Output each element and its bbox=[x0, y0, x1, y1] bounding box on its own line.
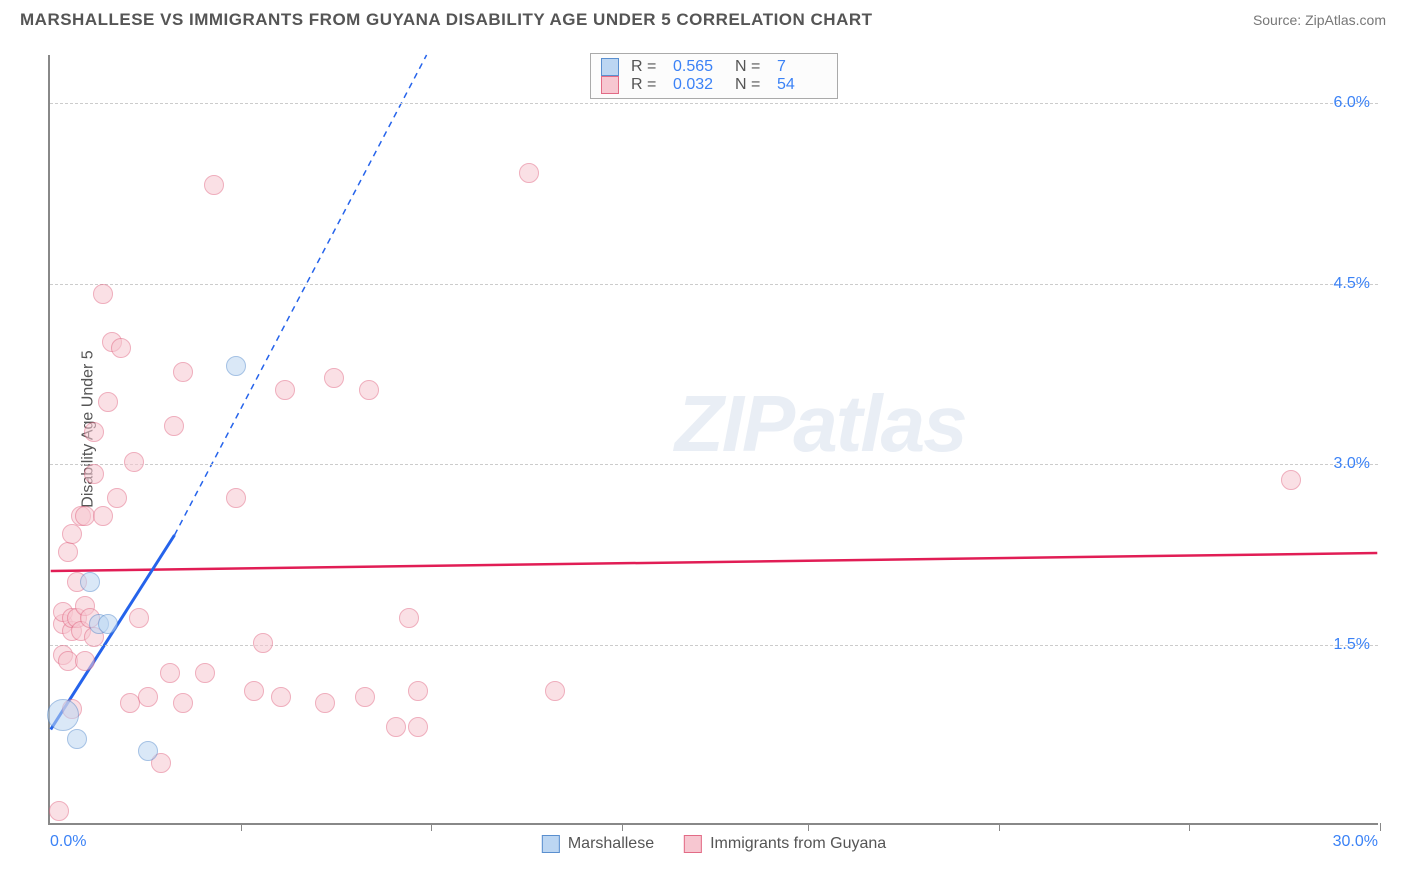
y-tick-label: 6.0% bbox=[1334, 94, 1370, 112]
legend-item-blue: Marshallese bbox=[542, 835, 654, 853]
x-tick-min: 0.0% bbox=[50, 833, 86, 851]
series-legend: Marshallese Immigrants from Guyana bbox=[542, 835, 886, 853]
pink-point bbox=[107, 488, 127, 508]
pink-point bbox=[315, 693, 335, 713]
legend-label-pink: Immigrants from Guyana bbox=[710, 835, 886, 853]
pink-swatch-icon bbox=[684, 835, 702, 853]
y-tick-label: 4.5% bbox=[1334, 275, 1370, 293]
blue-point bbox=[226, 356, 246, 376]
blue-point bbox=[47, 699, 79, 731]
y-tick-label: 1.5% bbox=[1334, 636, 1370, 654]
gridline-h bbox=[50, 284, 1378, 285]
blue-point bbox=[98, 614, 118, 634]
pink-point bbox=[386, 717, 406, 737]
pink-point bbox=[408, 681, 428, 701]
pink-point bbox=[1281, 470, 1301, 490]
pink-point bbox=[164, 416, 184, 436]
legend-item-pink: Immigrants from Guyana bbox=[684, 835, 886, 853]
stats-legend: R = 0.565 N = 7 R = 0.032 N = 54 bbox=[590, 53, 838, 99]
pink-point bbox=[195, 663, 215, 683]
pink-point bbox=[93, 506, 113, 526]
blue-point bbox=[67, 729, 87, 749]
pink-point bbox=[75, 651, 95, 671]
gridline-h bbox=[50, 464, 1378, 465]
pink-point bbox=[173, 362, 193, 382]
pink-point bbox=[138, 687, 158, 707]
r-value-pink: 0.032 bbox=[673, 76, 723, 94]
blue-swatch-icon bbox=[542, 835, 560, 853]
regression-lines bbox=[50, 55, 1378, 823]
n-value-blue: 7 bbox=[777, 58, 827, 76]
x-tick-mark bbox=[431, 823, 432, 831]
x-tick-mark bbox=[808, 823, 809, 831]
pink-point bbox=[545, 681, 565, 701]
x-tick-mark bbox=[622, 823, 623, 831]
pink-point bbox=[111, 338, 131, 358]
pink-point bbox=[324, 368, 344, 388]
pink-point bbox=[275, 380, 295, 400]
pink-point bbox=[98, 392, 118, 412]
stats-row-blue: R = 0.565 N = 7 bbox=[601, 58, 827, 76]
pink-point bbox=[129, 608, 149, 628]
x-tick-mark bbox=[1380, 823, 1381, 831]
pink-point bbox=[160, 663, 180, 683]
x-tick-mark bbox=[1189, 823, 1190, 831]
pink-point bbox=[62, 524, 82, 544]
chart-source: Source: ZipAtlas.com bbox=[1253, 12, 1386, 28]
blue-swatch-icon bbox=[601, 58, 619, 76]
x-tick-max: 30.0% bbox=[1333, 833, 1378, 851]
chart-header: MARSHALLESE VS IMMIGRANTS FROM GUYANA DI… bbox=[0, 0, 1406, 30]
pink-point bbox=[84, 422, 104, 442]
pink-point bbox=[244, 681, 264, 701]
pink-point bbox=[408, 717, 428, 737]
stats-row-pink: R = 0.032 N = 54 bbox=[601, 76, 827, 94]
chart-title: MARSHALLESE VS IMMIGRANTS FROM GUYANA DI… bbox=[20, 10, 873, 30]
watermark: ZIPatlas bbox=[675, 378, 966, 470]
pink-point bbox=[93, 284, 113, 304]
legend-label-blue: Marshallese bbox=[568, 835, 654, 853]
r-label: R = bbox=[631, 58, 661, 76]
n-label: N = bbox=[735, 76, 765, 94]
pink-point bbox=[173, 693, 193, 713]
pink-point bbox=[271, 687, 291, 707]
pink-point bbox=[49, 801, 69, 821]
gridline-h bbox=[50, 645, 1378, 646]
pink-point bbox=[226, 488, 246, 508]
pink-point bbox=[355, 687, 375, 707]
pink-point bbox=[359, 380, 379, 400]
x-tick-mark bbox=[241, 823, 242, 831]
x-tick-mark bbox=[999, 823, 1000, 831]
pink-point bbox=[84, 464, 104, 484]
r-value-blue: 0.565 bbox=[673, 58, 723, 76]
y-tick-label: 3.0% bbox=[1334, 455, 1370, 473]
blue-point bbox=[138, 741, 158, 761]
blue-point bbox=[80, 572, 100, 592]
r-label: R = bbox=[631, 76, 661, 94]
pink-point bbox=[519, 163, 539, 183]
pink-point bbox=[204, 175, 224, 195]
n-value-pink: 54 bbox=[777, 76, 827, 94]
pink-point bbox=[399, 608, 419, 628]
chart-plot-area: ZIPatlas R = 0.565 N = 7 R = 0.032 N = 5… bbox=[48, 55, 1378, 825]
pink-point bbox=[58, 542, 78, 562]
pink-point bbox=[124, 452, 144, 472]
gridline-h bbox=[50, 103, 1378, 104]
pink-swatch-icon bbox=[601, 76, 619, 94]
pink-point bbox=[253, 633, 273, 653]
n-label: N = bbox=[735, 58, 765, 76]
